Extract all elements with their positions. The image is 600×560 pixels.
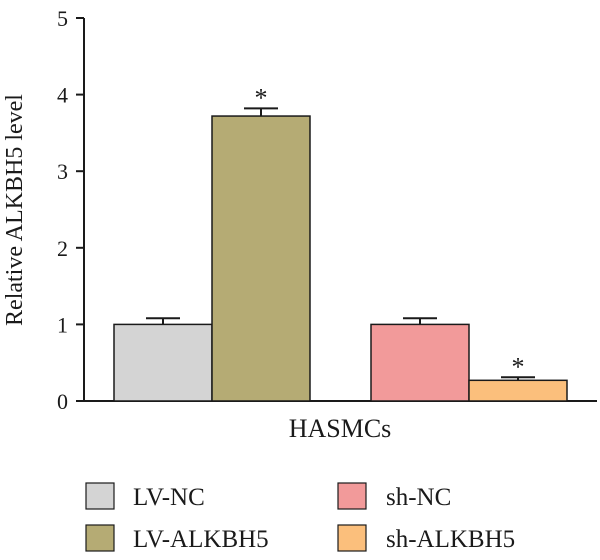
legend-item-sh-alkbh5: sh-ALKBH5 xyxy=(337,524,515,553)
legend-label: sh-NC xyxy=(386,484,451,511)
significance-marker: * xyxy=(255,83,268,112)
legend-item-sh-nc: sh-NC xyxy=(337,482,451,511)
legend-swatch xyxy=(337,482,367,510)
legend-item-lv-alkbh5: LV-ALKBH5 xyxy=(85,524,269,553)
y-tick-label: 1 xyxy=(57,312,68,337)
significance-marker: * xyxy=(512,352,525,381)
y-tick-label: 2 xyxy=(57,236,68,261)
x-category-label: HASMCs xyxy=(289,414,392,443)
bar-sh-alkbh5 xyxy=(468,379,568,402)
legend-item-lv-nc: LV-NC xyxy=(85,482,205,511)
y-tick-label: 0 xyxy=(57,389,68,414)
bar-lv-nc xyxy=(113,323,213,402)
legend-swatch xyxy=(85,524,115,552)
plot-area: 0 1 2 3 4 5 * * xyxy=(57,6,597,414)
bar-lv-alkbh5 xyxy=(211,115,311,402)
legend-label: sh-ALKBH5 xyxy=(386,526,515,553)
y-tick-label: 5 xyxy=(57,6,68,31)
y-tick-label: 4 xyxy=(57,83,68,108)
legend-label: LV-ALKBH5 xyxy=(133,526,269,553)
legend-label: LV-NC xyxy=(133,484,205,511)
y-axis-label: Relative ALKBH5 level xyxy=(2,94,28,326)
y-tick-label: 3 xyxy=(57,159,68,184)
legend: LV-NC LV-ALKBH5 sh-NC sh-ALKBH5 xyxy=(85,482,515,553)
legend-swatch xyxy=(337,524,367,552)
bar-sh-nc xyxy=(370,323,470,402)
legend-swatch xyxy=(85,482,115,510)
